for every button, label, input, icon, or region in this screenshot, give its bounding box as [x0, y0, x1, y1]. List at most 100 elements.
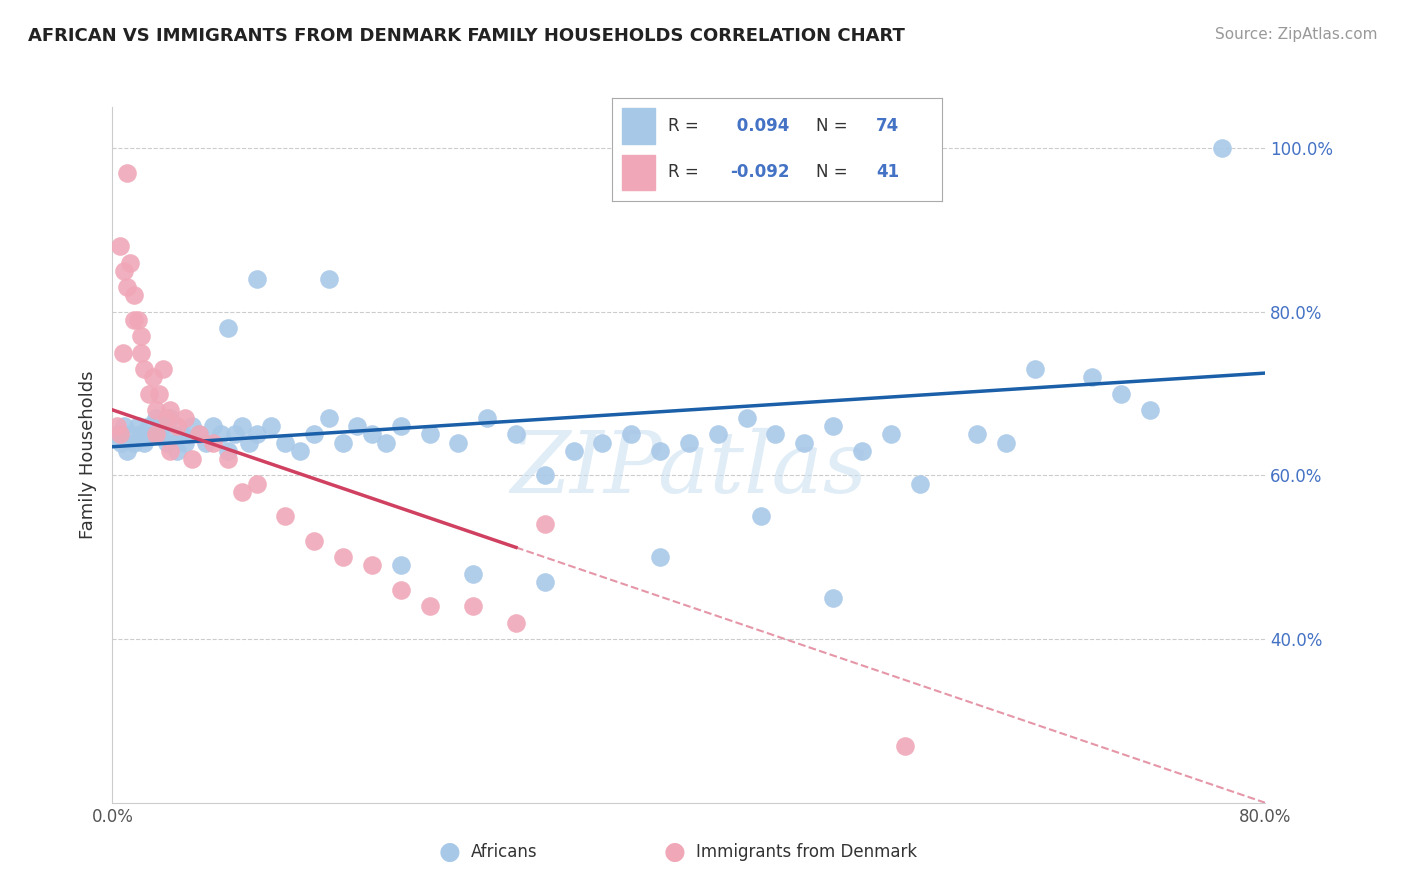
Point [318, 411, 340, 425]
Point [245, 427, 267, 442]
Point [110, 435, 132, 450]
Point [105, 419, 128, 434]
Point [127, 313, 149, 327]
Point [678, 435, 700, 450]
Point [162, 427, 184, 442]
Text: -0.092: -0.092 [731, 163, 790, 181]
Point [360, 427, 382, 442]
Point [159, 403, 181, 417]
Point [142, 427, 165, 442]
Point [851, 443, 873, 458]
Point [419, 427, 441, 442]
Point [138, 419, 160, 434]
Point [332, 550, 354, 565]
Text: N =: N = [817, 163, 853, 181]
Point [880, 427, 903, 442]
Text: 74: 74 [876, 118, 900, 136]
Point [202, 419, 225, 434]
Point [821, 419, 844, 434]
Point [122, 313, 145, 327]
Point [389, 558, 412, 573]
Point [173, 411, 195, 425]
Point [533, 517, 555, 532]
Point [112, 419, 135, 434]
Point [129, 427, 153, 442]
Point [346, 419, 368, 434]
Point [620, 427, 643, 442]
Point [152, 419, 174, 434]
Point [894, 739, 917, 753]
Point [765, 427, 787, 442]
Text: 41: 41 [876, 163, 898, 181]
Point [505, 427, 527, 442]
Point [749, 509, 772, 524]
Point [231, 419, 253, 434]
Point [108, 427, 131, 442]
Point [115, 280, 138, 294]
Point [122, 435, 145, 450]
Point [217, 443, 239, 458]
Point [180, 419, 202, 434]
Point [152, 362, 174, 376]
Point [134, 362, 156, 376]
Point [533, 468, 555, 483]
Text: AFRICAN VS IMMIGRANTS FROM DENMARK FAMILY HOUSEHOLDS CORRELATION CHART: AFRICAN VS IMMIGRANTS FROM DENMARK FAMIL… [28, 27, 905, 45]
Bar [621, 154, 655, 190]
Point [966, 427, 988, 442]
Point [533, 574, 555, 589]
Point [447, 435, 470, 450]
Point [304, 427, 326, 442]
Point [159, 411, 181, 425]
Point [238, 435, 260, 450]
Point [389, 582, 412, 597]
Text: R =: R = [668, 118, 704, 136]
Point [129, 329, 153, 343]
Point [793, 435, 815, 450]
Point [245, 272, 267, 286]
Text: Immigrants from Denmark: Immigrants from Denmark [696, 843, 917, 861]
Point [360, 558, 382, 573]
Point [209, 427, 232, 442]
Point [173, 435, 195, 450]
Point [145, 411, 167, 425]
Point [332, 435, 354, 450]
Point [419, 599, 441, 614]
Text: Source: ZipAtlas.com: Source: ZipAtlas.com [1215, 27, 1378, 42]
Point [112, 264, 135, 278]
Text: N =: N = [817, 118, 853, 136]
Point [1139, 403, 1161, 417]
Point [1211, 141, 1233, 155]
Point [195, 435, 218, 450]
Point [1111, 386, 1133, 401]
Point [260, 419, 283, 434]
Point [202, 435, 225, 450]
Point [648, 443, 672, 458]
Point [389, 419, 412, 434]
Point [170, 427, 193, 442]
Point [118, 427, 141, 442]
Point [217, 452, 239, 467]
Text: 0.094: 0.094 [731, 118, 789, 136]
Point [156, 435, 179, 450]
Point [1024, 362, 1046, 376]
Point [145, 427, 167, 442]
Point [188, 427, 211, 442]
Point [706, 427, 728, 442]
Point [217, 321, 239, 335]
Point [115, 443, 138, 458]
Point [274, 435, 297, 450]
Point [1081, 370, 1104, 384]
Point [180, 452, 202, 467]
Point [648, 550, 672, 565]
Point [156, 411, 179, 425]
Point [115, 165, 138, 179]
Point [188, 427, 211, 442]
Text: ZIPatlas: ZIPatlas [510, 427, 868, 510]
Point [148, 386, 170, 401]
Point [735, 411, 758, 425]
Text: Africans: Africans [471, 843, 537, 861]
Point [105, 427, 128, 442]
Point [461, 599, 484, 614]
Text: R =: R = [668, 163, 704, 181]
Text: ●: ● [439, 840, 461, 863]
